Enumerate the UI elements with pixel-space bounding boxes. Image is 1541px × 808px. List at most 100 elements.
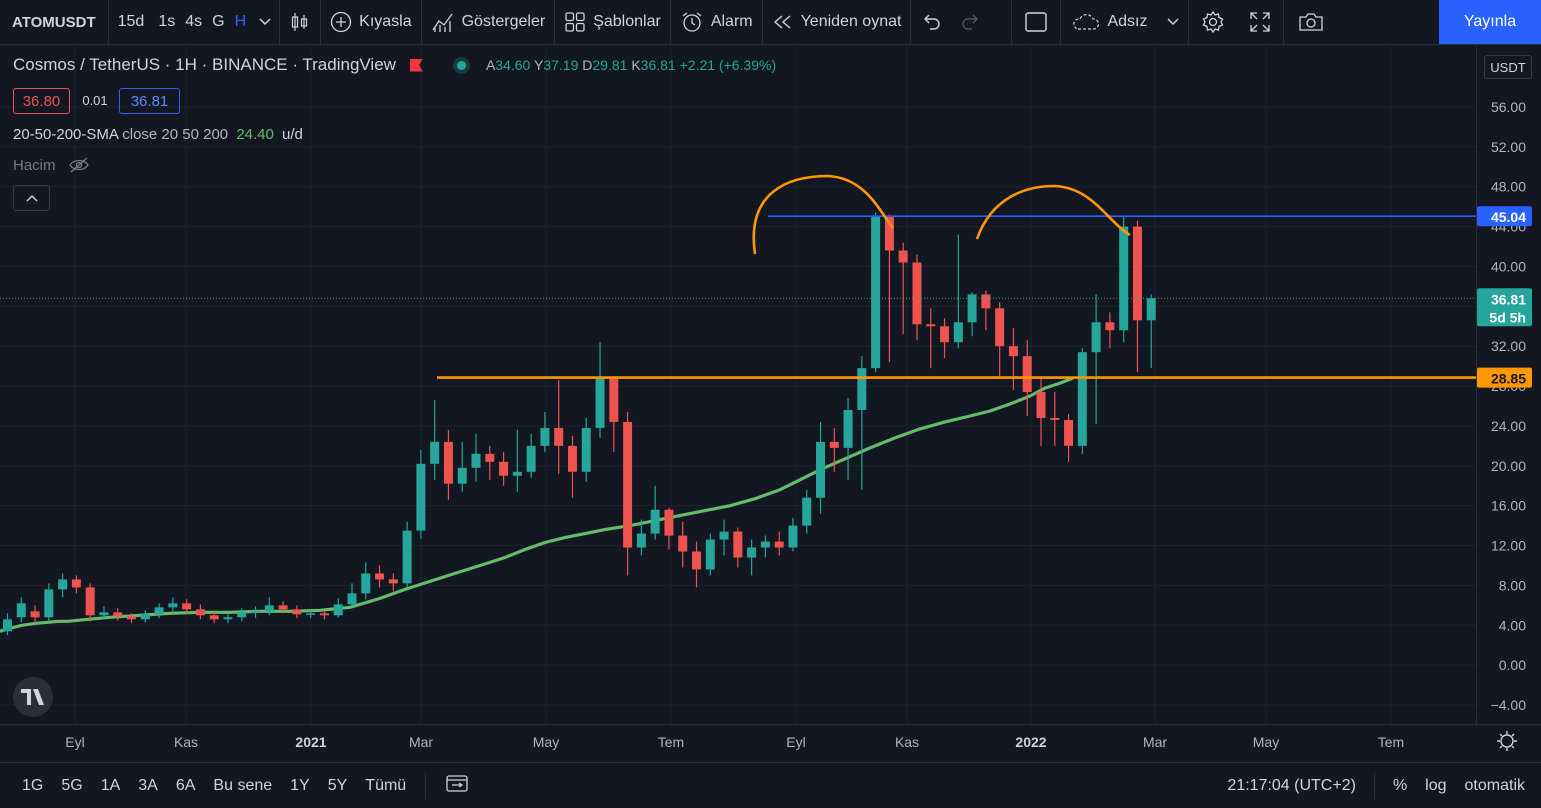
candle-body [388, 579, 398, 584]
collapse-legend-button[interactable] [13, 185, 50, 211]
symbol-search-button[interactable]: ATOMUSDT [12, 13, 96, 31]
currency-button[interactable]: USDT [1484, 55, 1532, 79]
templates-label: Şablonlar [593, 13, 661, 30]
layout-name-label: Adsız [1107, 13, 1148, 30]
close-label: K [631, 57, 641, 73]
sell-button[interactable]: 36.80 [13, 88, 70, 114]
range-ytd-button[interactable]: Bu sene [213, 776, 273, 794]
low-label: D [582, 57, 593, 73]
resistance-price-tag: 45.04 [1477, 206, 1532, 227]
eye-hidden-icon[interactable] [68, 156, 90, 174]
candle-body [430, 441, 440, 464]
right-top-arc [975, 184, 1131, 240]
templates-button[interactable]: Şablonlar [555, 0, 670, 44]
interval-15d-button[interactable]: 15d [117, 13, 145, 30]
price-axis[interactable]: 56.0052.0048.0044.0040.0036.0032.0028.00… [1491, 99, 1527, 713]
range-3a-button[interactable]: 3A [138, 776, 158, 794]
candle-body [567, 445, 577, 472]
ohlc-values: A34.60 Y37.19 D29.81 K36.81 +2.21 (+6.39… [486, 57, 776, 73]
templates-grid-icon [565, 12, 585, 32]
range-5y-button[interactable]: 5Y [327, 776, 348, 794]
candle-body [526, 445, 536, 472]
range-1y-button[interactable]: 1Y [290, 776, 310, 794]
log-scale-toggle[interactable]: log [1425, 776, 1447, 794]
candle-body [168, 603, 178, 608]
candles-icon [292, 13, 308, 31]
interval-1s-button[interactable]: 1s [158, 13, 176, 30]
fullscreen-layout-button[interactable] [1012, 0, 1060, 44]
fullscreen-button[interactable] [1237, 0, 1283, 44]
toolbar-divider [761, 0, 763, 44]
camera-icon [1299, 13, 1324, 31]
toolbar-divider [420, 0, 422, 44]
range-all-button[interactable]: Tümü [365, 776, 407, 794]
candle-body [182, 603, 192, 610]
high-label: Y [533, 57, 544, 73]
replay-button[interactable]: Yeniden oynat [763, 0, 911, 44]
candle-body [292, 609, 302, 615]
price-tick-label: 0.00 [1499, 657, 1526, 673]
left-top-arc [752, 174, 895, 255]
interval-g-button[interactable]: G [212, 13, 225, 30]
chevron-up-icon [25, 194, 38, 202]
buy-button[interactable]: 36.81 [119, 88, 180, 114]
candle-body [829, 441, 839, 448]
time-tick-label: May [533, 734, 559, 750]
redo-icon [962, 14, 979, 30]
compare-button[interactable]: Kıyasla [321, 0, 420, 44]
toolbar-divider [1188, 0, 1190, 44]
layout-name-button[interactable]: Adsız [1061, 0, 1188, 44]
candle-body [485, 453, 495, 462]
range-6a-button[interactable]: 6A [175, 776, 196, 794]
time-tick-label: Tem [658, 734, 684, 750]
candle-body [857, 368, 867, 410]
flag-icon[interactable] [409, 58, 423, 72]
snapshot-button[interactable] [1284, 0, 1338, 44]
candle-body [85, 587, 95, 616]
candle-body [223, 617, 233, 620]
replay-label: Yeniden oynat [800, 13, 902, 30]
candle-body [788, 525, 798, 548]
candle-body [333, 604, 343, 616]
indicators-button[interactable]: Göstergeler [422, 0, 555, 44]
top-toolbar: ATOMUSDT 15d 1s 4s G H Kıyasla Göstergel… [0, 0, 1541, 45]
alert-button[interactable]: Alarm [671, 0, 762, 44]
candle-body [719, 531, 729, 540]
toolbar-divider [910, 0, 912, 44]
time-axis[interactable]: Eyl Kas 2021 Mar May Tem Eyl Kas 2022 Mar May Tem [65, 734, 1404, 750]
auto-scale-toggle[interactable]: otomatik [1464, 776, 1525, 794]
resistance-price-tag-bg [1477, 206, 1532, 227]
range-5g-button[interactable]: 5G [61, 776, 83, 794]
price-chart[interactable]: 56.0052.0048.0044.0040.0036.0032.0028.00… [0, 44, 1541, 762]
symbol-legend: Cosmos / TetherUS · 1H · BINANCE · Tradi… [13, 55, 776, 75]
candle-body [1064, 419, 1074, 446]
goto-date-button[interactable] [436, 773, 478, 798]
candle-body [99, 612, 109, 616]
clock-timezone-button[interactable]: 21:17:04 (UTC+2) [1227, 776, 1356, 794]
range-1a-button[interactable]: 1A [100, 776, 121, 794]
publish-button[interactable]: Yayınla [1439, 0, 1541, 44]
percent-scale-toggle[interactable]: % [1392, 776, 1408, 794]
candle-body [609, 378, 619, 422]
settings-button[interactable] [1189, 0, 1237, 44]
range-1g-button[interactable]: 1G [22, 776, 44, 794]
interval-4s-button[interactable]: 4s [185, 13, 203, 30]
tradingview-logo[interactable] [13, 677, 53, 717]
redo-button[interactable] [951, 0, 991, 44]
sma-line [0, 376, 1074, 633]
interval-h-button[interactable]: H [234, 13, 247, 30]
candle-body [1008, 346, 1018, 357]
symbol-title[interactable]: Cosmos / TetherUS · 1H · BINANCE · Tradi… [13, 55, 396, 74]
candle-body [347, 593, 357, 605]
undo-button[interactable] [911, 0, 951, 44]
sma-indicator-legend[interactable]: 20-50-200-SMA close 20 50 200 24.40 u/d [13, 126, 303, 143]
candle-body [512, 471, 522, 476]
volume-legend[interactable]: Hacim [13, 156, 90, 174]
interval-dropdown-button[interactable] [251, 0, 279, 44]
candle-body [733, 531, 743, 558]
last-price-tag-bg [1477, 288, 1532, 327]
chart-type-button[interactable] [280, 0, 320, 44]
toolbar-divider [279, 0, 281, 44]
compare-label: Kıyasla [359, 13, 412, 30]
time-axis-settings-button[interactable] [1497, 731, 1517, 751]
